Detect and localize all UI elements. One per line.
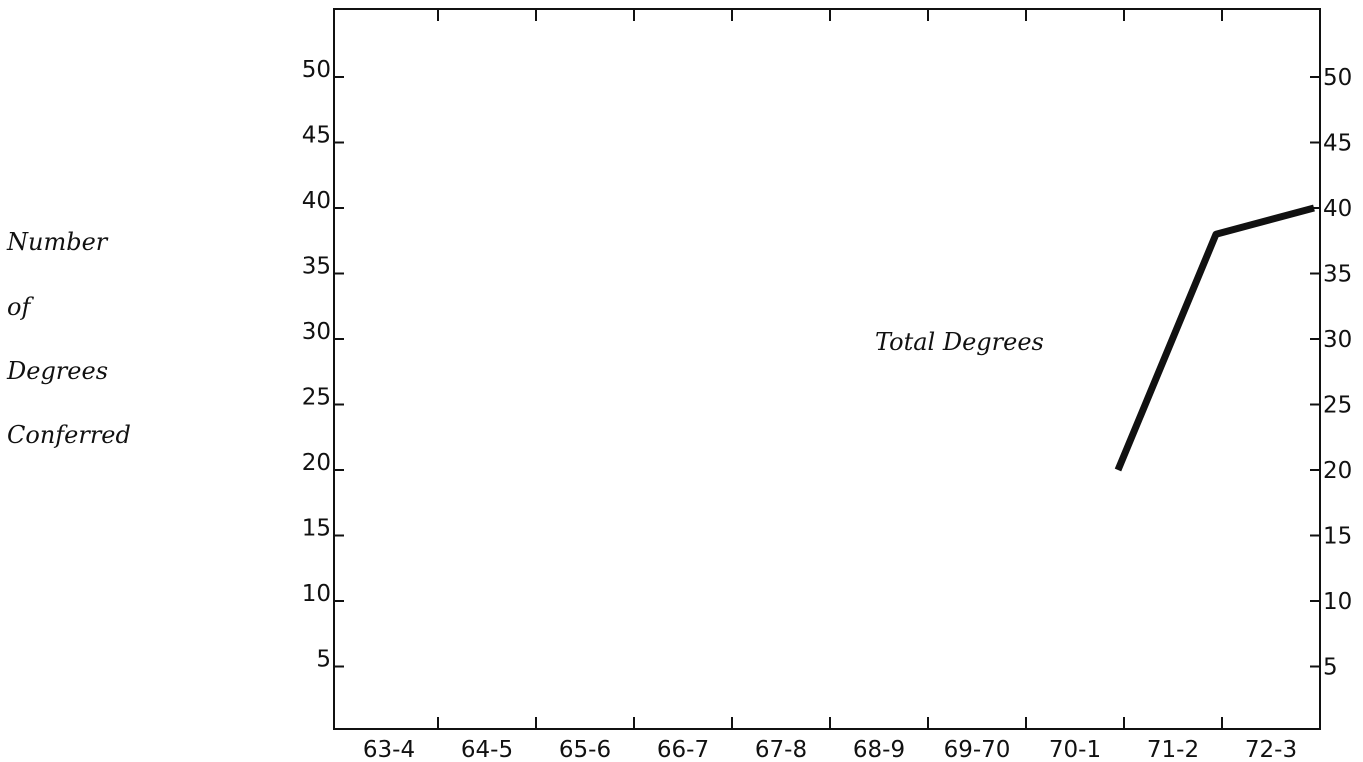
x-tick-label: 71-2 bbox=[1147, 737, 1199, 762]
series-annotation: Total Degrees bbox=[875, 328, 1044, 356]
y-tick-label-left: 40 bbox=[302, 188, 331, 214]
y-tick-label-left: 10 bbox=[302, 581, 331, 607]
y-tick-label-left: 35 bbox=[302, 254, 331, 280]
y-tick-label-left: 25 bbox=[302, 385, 331, 411]
y-tick-label-left: 50 bbox=[302, 57, 331, 83]
y-tick-label-right: 5 bbox=[1323, 655, 1338, 681]
series-line-total-degrees bbox=[1114, 204, 1315, 472]
x-tick-label: 65-6 bbox=[559, 737, 611, 762]
y-axis-label-line-1: Number bbox=[7, 228, 108, 256]
plot-frame bbox=[333, 8, 1321, 730]
y-tick-label-left: 20 bbox=[302, 450, 331, 476]
y-tick-label-left: 5 bbox=[316, 647, 331, 673]
y-tick-label-right: 45 bbox=[1323, 131, 1352, 157]
x-axis-ticks: 63-4 64-5 65-6 66-7 67-8 68-9 69-70 70-1 71-2 72-… bbox=[363, 9, 1297, 762]
x-tick-label: 66-7 bbox=[657, 737, 709, 762]
y-tick-label-right: 35 bbox=[1323, 262, 1352, 288]
y-tick-label-left: 45 bbox=[302, 123, 331, 149]
y-tick-label-left: 30 bbox=[302, 319, 331, 345]
x-tick-label: 63-4 bbox=[363, 737, 415, 762]
y-tick-label-right: 30 bbox=[1323, 327, 1352, 353]
y-tick-label-right: 40 bbox=[1323, 196, 1352, 222]
x-tick-label: 72-3 bbox=[1245, 737, 1297, 762]
x-tick-label: 68-9 bbox=[853, 737, 905, 762]
y-axis-label-line-2: of bbox=[7, 293, 31, 321]
x-tick-label: 64-5 bbox=[461, 737, 513, 762]
y-tick-label-right: 20 bbox=[1323, 458, 1352, 484]
y-axis-label-line-4: Conferred bbox=[7, 421, 131, 449]
y-axis-label-line-3: Degrees bbox=[7, 357, 109, 385]
y-tick-label-left: 15 bbox=[302, 516, 331, 542]
x-tick-label: 69-70 bbox=[944, 737, 1011, 762]
x-tick-label: 70-1 bbox=[1049, 737, 1101, 762]
y-tick-label-right: 15 bbox=[1323, 524, 1352, 550]
y-tick-label-right: 25 bbox=[1323, 393, 1352, 419]
y-tick-label-right: 10 bbox=[1323, 589, 1352, 615]
y-tick-label-right: 50 bbox=[1323, 65, 1352, 91]
x-tick-label: 67-8 bbox=[755, 737, 807, 762]
series-layer bbox=[1114, 204, 1315, 472]
y-axis-ticks: 5 5 10 10 15 15 20 20 25 25 30 30 35 35 40 40 45 45 50 50 bbox=[302, 57, 1353, 681]
